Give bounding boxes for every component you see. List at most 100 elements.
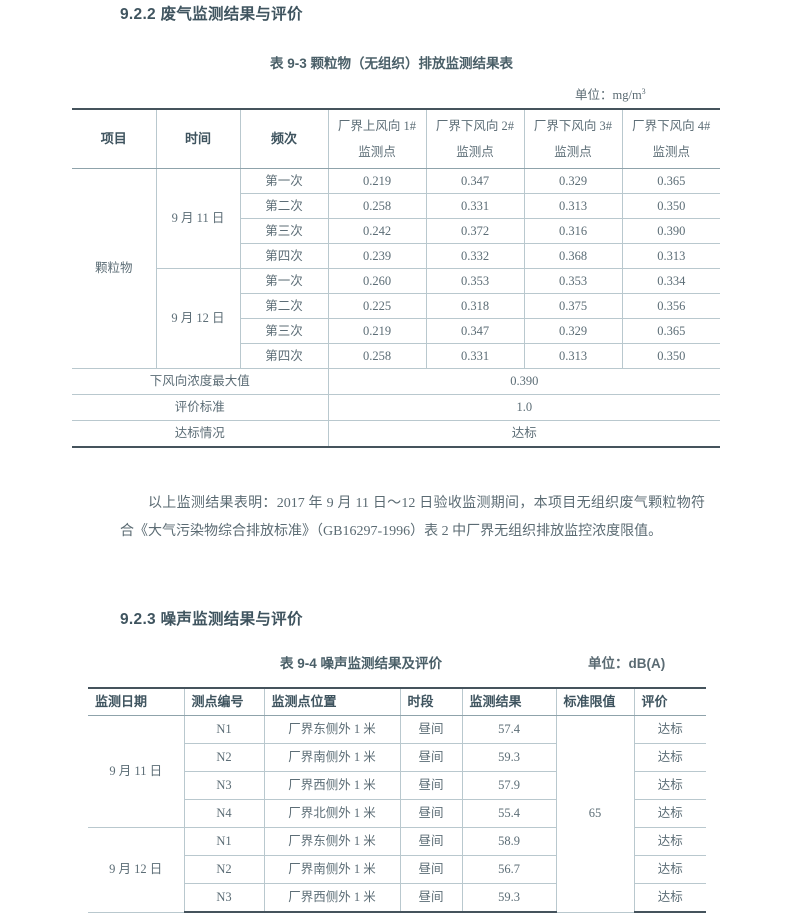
cell-point-id: N4	[183, 799, 265, 828]
cell-point4-value: 0.365	[621, 318, 720, 344]
header-evaluation: 评价	[633, 687, 706, 716]
cell-point2-value: 0.353	[425, 268, 525, 294]
cell-point2-value: 0.332	[425, 243, 525, 269]
cell-point2-value: 0.347	[425, 168, 525, 194]
header-monitor-date: 监测日期	[88, 687, 185, 716]
cell-date-group-0: 9 月 11 日	[88, 715, 185, 828]
cell-location: 厂界南侧外 1 米	[263, 743, 401, 772]
cell-evaluation: 达标	[633, 883, 706, 913]
cell-point2-value: 0.372	[425, 218, 525, 244]
cell-location: 厂界北侧外 1 米	[263, 799, 401, 828]
cell-location: 厂界西侧外 1 米	[263, 883, 401, 913]
cell-point4-value: 0.350	[621, 193, 720, 219]
table-row: N2 厂界南侧外 1 米 昼间 59.3 达标	[88, 743, 706, 772]
header-standard-limit: 标准限值	[555, 687, 635, 716]
cell-point1-value: 0.258	[327, 343, 427, 369]
table-93-caption: 表 9-3 颗粒物（无组织）排放监测结果表	[270, 56, 514, 71]
table-94-unit: 单位：dB(A)	[588, 656, 666, 671]
cell-point1-value: 0.225	[327, 293, 427, 319]
cell-point4-value: 0.390	[621, 218, 720, 244]
cell-frequency: 第四次	[239, 243, 329, 269]
cell-point3-value: 0.316	[523, 218, 623, 244]
cell-point3-value: 0.329	[523, 318, 623, 344]
cell-result: 56.7	[461, 855, 557, 884]
table-row: 9 月 11 日 N1 厂界东侧外 1 米 昼间 57.4 65 达标	[88, 715, 706, 913]
cell-point4-value: 0.334	[621, 268, 720, 294]
cell-point3-value: 0.375	[523, 293, 623, 319]
header-point-1: 厂界上风向 1# 监测点	[327, 108, 427, 169]
cell-point4-value: 0.365	[621, 168, 720, 194]
cell-evaluation: 达标	[633, 827, 706, 856]
section-heading-air: 9.2.2 废气监测结果与评价	[120, 6, 303, 23]
header-point-3-line1: 厂界下风向 3#	[533, 118, 613, 133]
header-point-2-line2: 监测点	[456, 144, 494, 159]
header-point-4-line2: 监测点	[652, 144, 690, 159]
table-row: 9 月 12 日 第一次 0.260 0.353 0.353 0.334	[72, 268, 720, 369]
summary-value-standard: 1.0	[327, 394, 720, 421]
header-frequency: 频次	[239, 108, 329, 169]
header-result: 监测结果	[461, 687, 557, 716]
cell-frequency: 第二次	[239, 293, 329, 319]
cell-point-id: N1	[183, 715, 265, 744]
cell-point1-value: 0.219	[327, 168, 427, 194]
cell-point3-value: 0.353	[523, 268, 623, 294]
cell-period: 昼间	[399, 799, 463, 828]
cell-point1-value: 0.260	[327, 268, 427, 294]
cell-period: 昼间	[399, 827, 463, 856]
cell-location: 厂界西侧外 1 米	[263, 771, 401, 800]
cell-point4-value: 0.313	[621, 243, 720, 269]
header-point-location: 监测点位置	[263, 687, 401, 716]
table-93-unit: 单位：mg/m3	[575, 84, 646, 103]
cell-result: 59.3	[461, 883, 557, 913]
table-row-summary: 评价标准 1.0	[72, 394, 720, 421]
cell-point3-value: 0.368	[523, 243, 623, 269]
summary-label-compliance: 达标情况	[72, 420, 329, 448]
header-point-2: 厂界下风向 2# 监测点	[425, 108, 525, 169]
cell-point3-value: 0.313	[523, 193, 623, 219]
summary-label-standard: 评价标准	[72, 394, 329, 421]
cell-date-group-1: 9 月 12 日	[88, 827, 185, 913]
cell-point2-value: 0.318	[425, 293, 525, 319]
cell-point4-value: 0.356	[621, 293, 720, 319]
table-row: N2 厂界南侧外 1 米 昼间 56.7 达标	[88, 855, 706, 884]
cell-point4-value: 0.350	[621, 343, 720, 369]
cell-point3-value: 0.329	[523, 168, 623, 194]
cell-point-id: N2	[183, 743, 265, 772]
cell-standard-limit: 65	[555, 715, 635, 913]
cell-point1-value: 0.258	[327, 193, 427, 219]
cell-point-id: N3	[183, 771, 265, 800]
cell-period: 昼间	[399, 771, 463, 800]
cell-evaluation: 达标	[633, 855, 706, 884]
cell-result: 55.4	[461, 799, 557, 828]
cell-point1-value: 0.219	[327, 318, 427, 344]
header-point-1-line1: 厂界上风向 1#	[337, 118, 417, 133]
header-point-2-line1: 厂界下风向 2#	[435, 118, 515, 133]
cell-result: 57.4	[461, 715, 557, 744]
cell-point2-value: 0.331	[425, 193, 525, 219]
cell-evaluation: 达标	[633, 799, 706, 828]
table-row: 颗粒物 9 月 11 日 第一次 0.219 0.347 0.329 0.365	[72, 168, 720, 369]
cell-period: 昼间	[399, 743, 463, 772]
cell-date-group-0: 9 月 11 日	[155, 168, 241, 269]
cell-evaluation: 达标	[633, 743, 706, 772]
cell-point-id: N3	[183, 883, 265, 913]
cell-period: 昼间	[399, 883, 463, 913]
cell-period: 昼间	[399, 715, 463, 744]
table-93-header-row: 项目 时间 频次 厂界上风向 1# 监测点 厂界下风向 2# 监测点 厂界下风向…	[72, 108, 720, 169]
header-point-3-line2: 监测点	[554, 144, 592, 159]
summary-value-compliance: 达标	[327, 420, 720, 448]
header-point-4-line1: 厂界下风向 4#	[632, 118, 711, 133]
header-point-1-line2: 监测点	[358, 144, 396, 159]
summary-value-max-downwind: 0.390	[327, 368, 720, 395]
summary-label-max-downwind: 下风向浓度最大值	[72, 368, 329, 395]
cell-point3-value: 0.313	[523, 343, 623, 369]
particulate-monitoring-table: 项目 时间 频次 厂界上风向 1# 监测点 厂界下风向 2# 监测点 厂界下风向…	[72, 108, 720, 448]
cell-item-name: 颗粒物	[72, 168, 157, 369]
cell-point-id: N1	[183, 827, 265, 856]
table-94-caption: 表 9-4 噪声监测结果及评价	[280, 656, 443, 671]
cell-point-id: N2	[183, 855, 265, 884]
cell-result: 59.3	[461, 743, 557, 772]
cell-evaluation: 达标	[633, 771, 706, 800]
cell-frequency: 第一次	[239, 168, 329, 194]
